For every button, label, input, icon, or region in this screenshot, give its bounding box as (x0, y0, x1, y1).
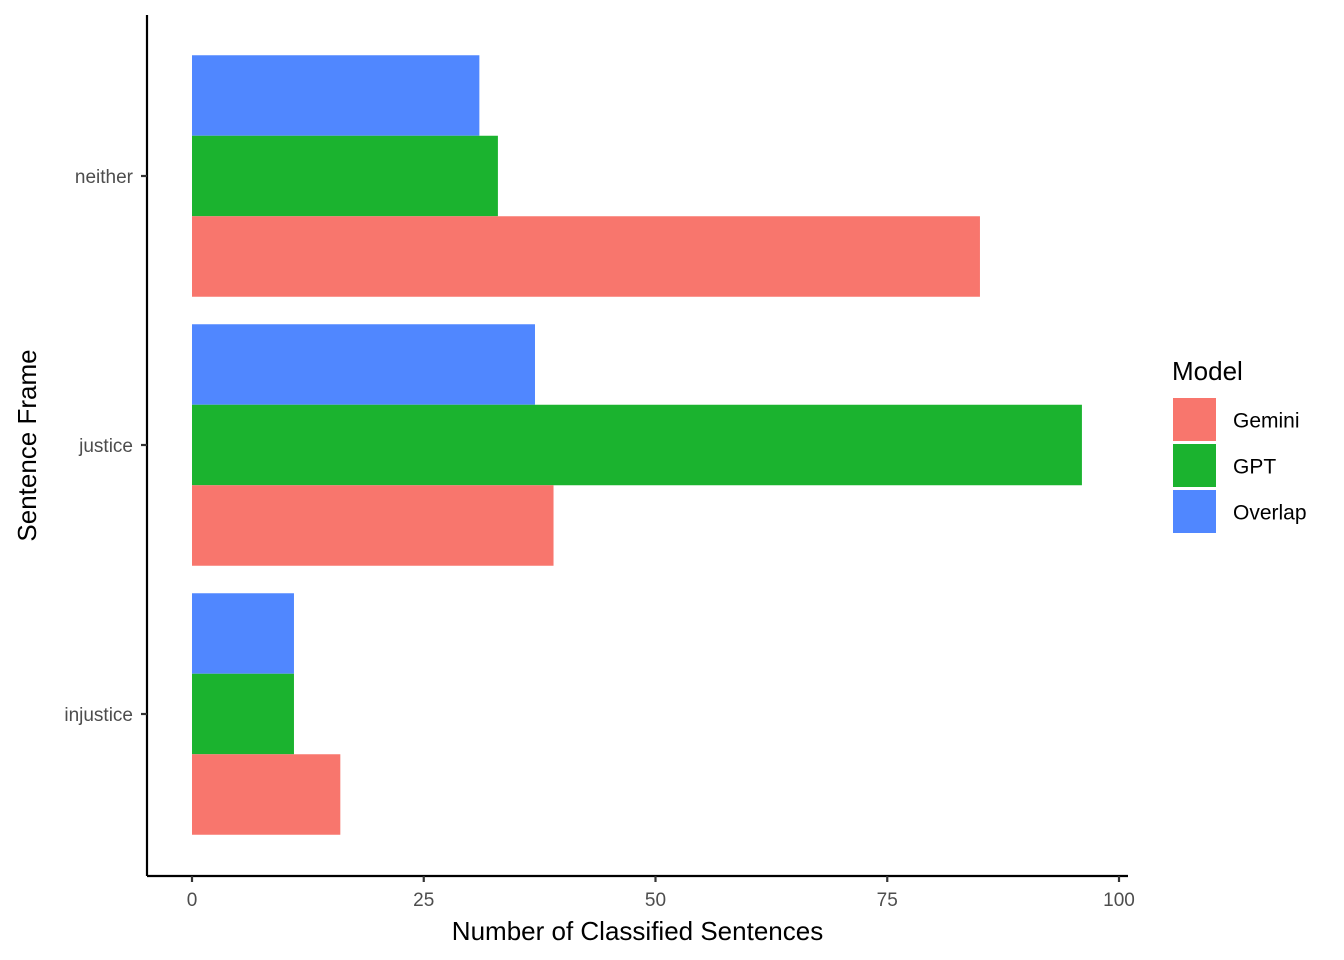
axes-group: neither justice injustice 0 25 50 75 100 (64, 15, 1135, 911)
x-axis-title: Number of Classified Sentences (452, 916, 823, 946)
bar-justice-gemini (192, 485, 554, 566)
bar-injustice-gpt (192, 673, 294, 755)
x-tick-label: 0 (187, 890, 198, 911)
y-tick-label: injustice (64, 705, 133, 726)
x-tick-label: 50 (645, 890, 666, 911)
bar-neither-gemini (192, 216, 980, 297)
bar-injustice-gemini (192, 754, 341, 835)
y-axis-title: Sentence Frame (12, 349, 42, 541)
y-tick-label: justice (78, 436, 133, 457)
x-tick-label: 25 (413, 890, 434, 911)
bar-justice-overlap (192, 324, 535, 405)
bar-justice-gpt (192, 404, 1082, 486)
bars-group (192, 55, 1082, 835)
legend-title: Model (1172, 356, 1243, 386)
legend-label-gemini: Gemini (1233, 410, 1300, 433)
x-tick-label: 100 (1103, 890, 1135, 911)
legend: Model Gemini GPT Overlap (1172, 356, 1307, 533)
bar-neither-overlap (192, 55, 480, 136)
legend-label-gpt: GPT (1233, 456, 1276, 479)
legend-key-gemini (1173, 398, 1216, 441)
x-tick-label: 75 (877, 890, 898, 911)
y-tick-label: neither (75, 167, 134, 188)
legend-key-overlap (1173, 490, 1216, 533)
bar-injustice-overlap (192, 593, 294, 674)
bar-neither-gpt (192, 135, 498, 217)
legend-key-gpt (1173, 444, 1216, 487)
legend-label-overlap: Overlap (1233, 502, 1307, 525)
